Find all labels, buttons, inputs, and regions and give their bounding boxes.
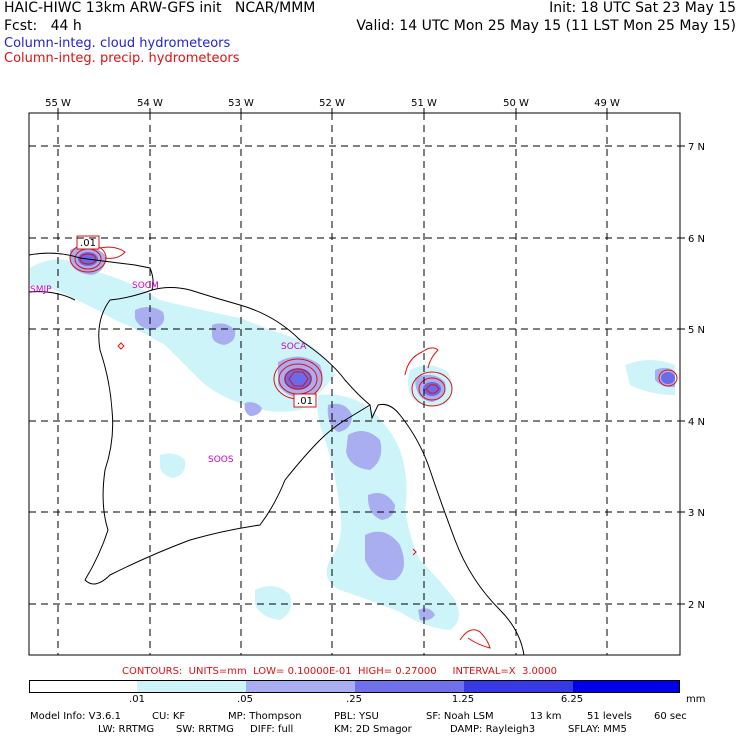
lon-label: 51 W <box>411 98 437 109</box>
forecast-hour: Fcst: 44 h <box>4 18 82 34</box>
lat-label: 7 N <box>688 142 705 153</box>
map-frame <box>28 112 681 656</box>
lon-label: 55 W <box>45 98 71 109</box>
model-info-levels: 51 levels <box>587 711 632 722</box>
lon-label: 52 W <box>319 98 345 109</box>
colorbar-segment <box>355 681 464 692</box>
longitude-labels: 55 W 54 W 53 W 52 W 51 W 50 W 49 W <box>45 98 620 109</box>
model-info-sf: SF: Noah LSM <box>426 711 494 722</box>
colorbar-label: 6.25 <box>560 694 584 705</box>
lon-label: 49 W <box>594 98 620 109</box>
colorbar-label: .01 <box>129 694 145 705</box>
colorbar-segment <box>246 681 355 692</box>
station-labels: SMJP SOCM SOCA SOOS <box>30 281 307 465</box>
latitude-labels: 7 N 6 N 5 N 4 N 3 N 2 N <box>688 142 705 611</box>
lon-label: 53 W <box>228 98 254 109</box>
model-info-sflay: SFLAY: MM5 <box>568 724 627 735</box>
color-bar <box>29 680 680 693</box>
valid-time: Valid: 14 UTC Mon 25 May 15 (11 LST Mon … <box>356 18 736 34</box>
colorbar-unit: mm <box>686 694 706 705</box>
lat-label: 2 N <box>688 600 705 611</box>
lat-lon-grid <box>29 113 680 655</box>
lon-label: 54 W <box>137 98 163 109</box>
colorbar-segment <box>464 681 573 692</box>
model-info-resolution: 13 km <box>530 711 562 722</box>
contour-label-north: .01 <box>80 238 96 249</box>
lat-label: 5 N <box>688 325 705 336</box>
colorbar-segment <box>137 681 246 692</box>
model-info-timestep: 60 sec <box>654 711 687 722</box>
station-smjp: SMJP <box>30 285 52 295</box>
model-info-cu: CU: KF <box>152 711 186 722</box>
contour-value-labels: .01 .01 <box>76 235 317 408</box>
colorbar-segment <box>573 681 679 692</box>
model-info-km: KM: 2D Smagor <box>334 724 412 735</box>
model-info-pbl: PBL: YSU <box>334 711 379 722</box>
lat-label: 4 N <box>688 417 705 428</box>
model-info-diff: DIFF: full <box>250 724 294 735</box>
model-info-sw: SW: RRTMG <box>176 724 234 735</box>
axis-ticks <box>57 108 685 605</box>
init-time: Init: 18 UTC Sat 23 May 15 <box>549 0 736 16</box>
colorbar-label: .25 <box>346 694 362 705</box>
lon-label: 50 W <box>503 98 529 109</box>
colorbar-label: 1.25 <box>451 694 475 705</box>
contour-label-center: .01 <box>297 396 313 407</box>
cloud-hydrometeor-legend: Column-integ. cloud hydrometeors <box>4 36 231 51</box>
colorbar-label: .05 <box>237 694 253 705</box>
lat-label: 6 N <box>688 234 705 245</box>
model-info-version: Model Info: V3.6.1 <box>30 711 121 722</box>
station-soca: SOCA <box>281 342 307 352</box>
model-info-lw: LW: RRTMG <box>98 724 155 735</box>
station-socm: SOCM <box>132 281 159 291</box>
colorbar-segment <box>30 681 137 692</box>
lat-label: 3 N <box>688 508 705 519</box>
station-soos: SOOS <box>208 455 234 465</box>
chart-title: HAIC-HIWC 13km ARW-GFS init NCAR/MMM <box>4 0 316 16</box>
model-info-mp: MP: Thompson <box>228 711 302 722</box>
precip-hydrometeor-legend: Column-integ. precip. hydrometeors <box>4 51 240 66</box>
model-info-damp: DAMP: Rayleigh3 <box>450 724 536 735</box>
contour-info: CONTOURS: UNITS=mm LOW= 0.10000E-01 HIGH… <box>122 666 557 677</box>
